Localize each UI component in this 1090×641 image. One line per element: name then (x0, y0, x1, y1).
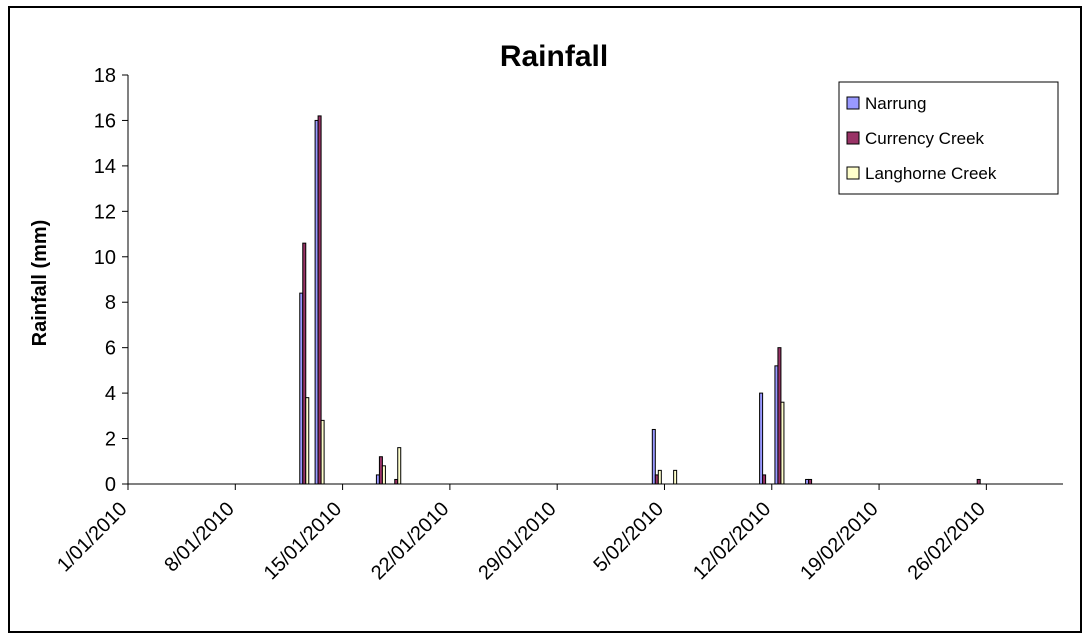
legend-swatch-narrung (846, 96, 860, 110)
y-tick-label: 4 (105, 383, 116, 405)
x-tick-label: 22/01/2010 (367, 498, 453, 584)
y-tick-label: 10 (94, 247, 116, 269)
bar-langhorne-creek (320, 419, 325, 485)
bar-narrung (651, 428, 656, 485)
x-tick-label: 12/02/2010 (689, 498, 775, 584)
bar-currency-creek (808, 478, 813, 485)
bar-langhorne-creek (657, 469, 662, 485)
bar-langhorne-creek (673, 469, 678, 485)
bar-langhorne-creek (780, 401, 785, 485)
x-tick-label: 5/02/2010 (590, 498, 668, 576)
bar-currency-creek (762, 474, 767, 485)
bar-currency-creek (976, 478, 981, 485)
y-axis-label: Rainfall (mm) (29, 220, 51, 347)
x-tick-label: 15/01/2010 (260, 498, 346, 584)
bar-langhorne-creek (397, 447, 402, 485)
legend-label-langhorne-creek: Langhorne Creek (865, 164, 997, 183)
bar-langhorne-creek (305, 397, 310, 485)
y-tick-label: 2 (105, 429, 116, 451)
x-tick-label: 29/01/2010 (474, 498, 560, 584)
legend-swatch-langhorne-creek (846, 166, 860, 180)
y-tick-label: 12 (94, 201, 116, 223)
y-tick-label: 6 (105, 338, 116, 360)
y-tick-label: 14 (94, 156, 116, 178)
legend-label-currency-creek: Currency Creek (865, 129, 985, 148)
legend: Narrung Currency Creek Langhorne Creek (838, 81, 1059, 195)
x-tick-label: 26/02/2010 (904, 498, 990, 584)
y-tick-label: 0 (105, 474, 116, 496)
legend-label-narrung: Narrung (865, 94, 926, 113)
y-tick-label: 8 (105, 292, 116, 314)
legend-swatch-currency-creek (846, 131, 860, 145)
bar-currency-creek (317, 115, 322, 485)
x-tick-label: 19/02/2010 (796, 498, 882, 584)
x-tick-label: 1/01/2010 (53, 498, 131, 576)
chart-title: Rainfall (500, 40, 608, 73)
x-tick-label: 8/01/2010 (160, 498, 238, 576)
y-tick-label: 16 (94, 110, 116, 132)
y-tick-label: 18 (94, 65, 116, 87)
bar-currency-creek (302, 242, 307, 485)
bar-narrung (759, 392, 764, 485)
bar-langhorne-creek (381, 465, 386, 485)
legend-box (838, 81, 1059, 195)
